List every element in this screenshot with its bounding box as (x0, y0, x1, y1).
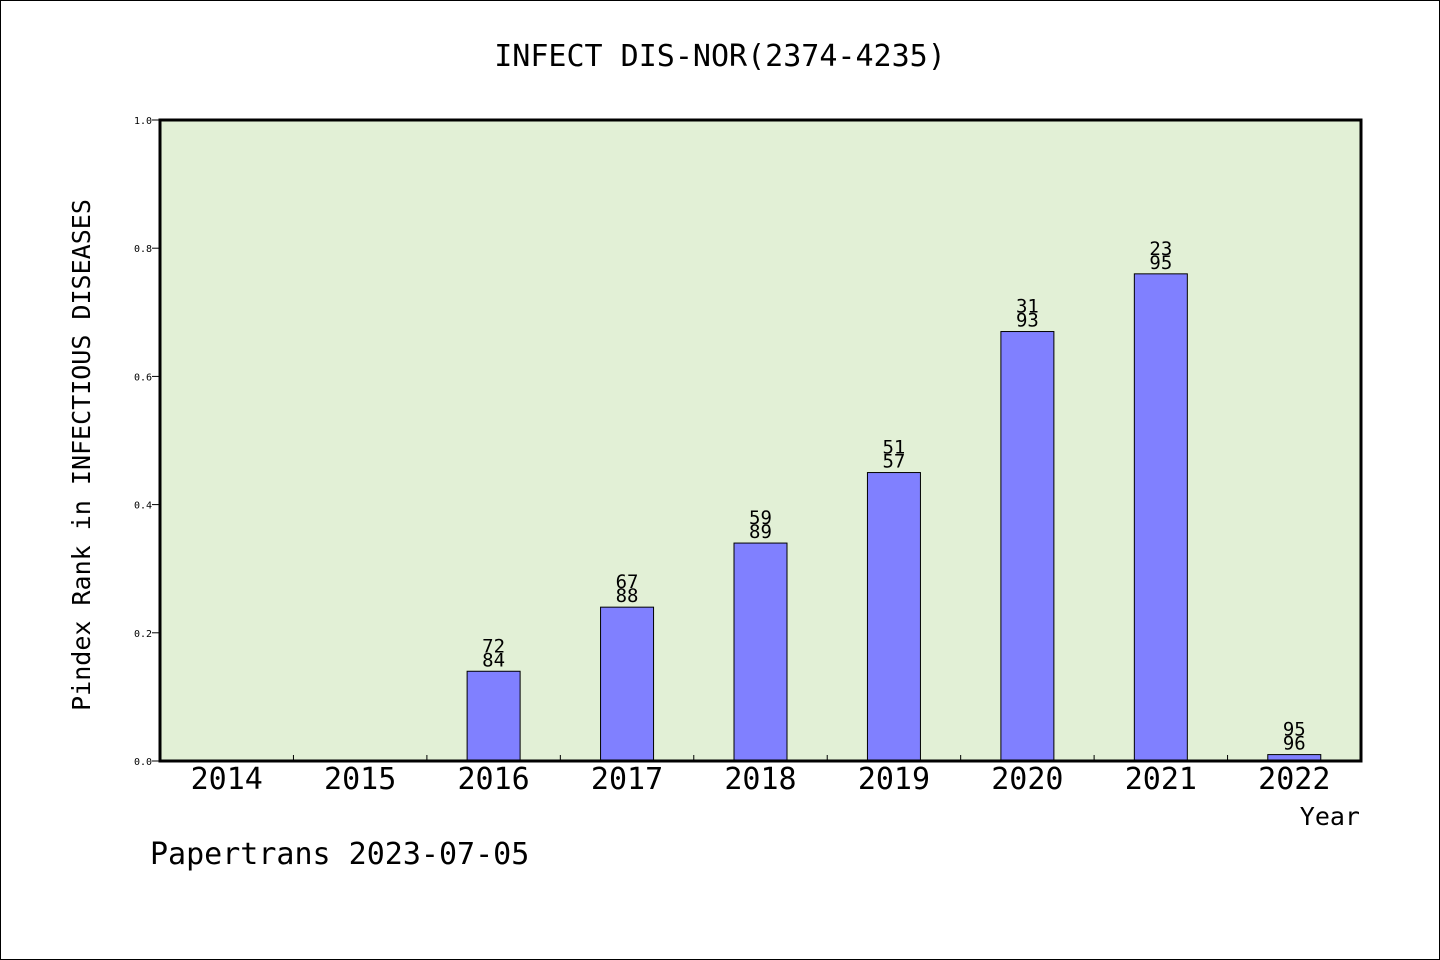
bar-label-bottom-2021: 95 (1149, 252, 1172, 274)
y-tick-label-0: 0.0 (134, 757, 152, 768)
bar-2017 (600, 606, 655, 762)
y-tick-label-5: 1.0 (134, 116, 152, 127)
y-tick-label-4: 0.8 (134, 244, 152, 255)
x-tick-label-2022: 2022 (1258, 762, 1330, 797)
bar-label-top-2022: 95 (1283, 719, 1306, 741)
bar-label-top-2017: 67 (616, 571, 639, 593)
y-axis-label: Pindex Rank in INFECTIOUS DISEASES (67, 199, 96, 711)
chart-title: INFECT DIS-NOR(2374-4235) (494, 39, 946, 74)
bar-label-bottom-2019: 57 (882, 451, 905, 473)
x-tick-label-2016: 2016 (457, 762, 529, 797)
x-axis: 2014 2015 2016 2017 2018 2019 2020 2021 2022 (191, 755, 1330, 797)
bar-label-top-2019: 51 (882, 437, 905, 459)
x-tick-label-2021: 2021 (1125, 762, 1197, 797)
bar-label-top-2020: 31 (1016, 296, 1039, 318)
x-tick-label-2020: 2020 (991, 762, 1063, 797)
y-tick-label-3: 0.6 (134, 372, 152, 383)
bar-2020 (1000, 331, 1055, 762)
x-tick-label-2015: 2015 (324, 762, 396, 797)
bar-2021 (1133, 273, 1188, 762)
bar-2018 (733, 542, 788, 762)
y-axis: 0.0 0.2 0.4 0.6 0.8 1.0 (134, 116, 160, 768)
bar-label-top-2021: 23 (1149, 238, 1172, 260)
bar-label-top-2016: 72 (482, 635, 505, 657)
x-tick-label-2019: 2019 (858, 762, 930, 797)
x-tick-label-2014: 2014 (191, 762, 263, 797)
footer-credit: Papertrans 2023-07-05 (150, 837, 529, 872)
y-tick-label-1: 0.2 (134, 629, 152, 640)
bar-label-bottom-2020: 93 (1016, 310, 1039, 332)
bar-label-bottom-2017: 88 (616, 585, 639, 607)
bar-2019 (866, 472, 921, 762)
bar-label-bottom-2022: 96 (1283, 733, 1306, 755)
plot-border (158, 118, 1363, 763)
bar-label-top-2018: 59 (749, 507, 772, 529)
bars-group (466, 273, 1322, 762)
x-tick-label-2017: 2017 (591, 762, 663, 797)
x-tick-label-2018: 2018 (724, 762, 796, 797)
bar-label-bottom-2016: 84 (482, 649, 505, 671)
y-tick-label-2: 0.4 (134, 501, 152, 512)
bar-label-bottom-2018: 89 (749, 521, 772, 543)
bar-2016 (466, 670, 521, 762)
x-axis-label: Year (1300, 802, 1360, 831)
